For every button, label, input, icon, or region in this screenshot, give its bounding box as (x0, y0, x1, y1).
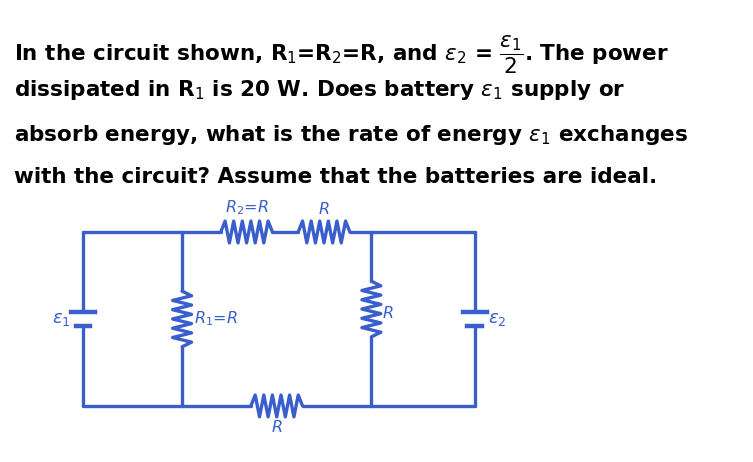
Text: R: R (271, 420, 282, 435)
Text: absorb energy, what is the rate of energy $\varepsilon_1$ exchanges: absorb energy, what is the rate of energ… (14, 122, 688, 146)
Text: $\varepsilon_2$: $\varepsilon_2$ (487, 310, 506, 328)
Text: R: R (319, 202, 330, 217)
Text: R: R (383, 306, 394, 322)
Text: with the circuit? Assume that the batteries are ideal.: with the circuit? Assume that the batter… (14, 167, 657, 188)
Text: R$_2$=R: R$_2$=R (224, 198, 269, 217)
Text: dissipated in R$_1$ is 20 W. Does battery $\varepsilon_1$ supply or: dissipated in R$_1$ is 20 W. Does batter… (14, 78, 626, 102)
Text: In the circuit shown, R$_1$=R$_2$=R, and $\varepsilon_2$ = $\dfrac{\varepsilon_1: In the circuit shown, R$_1$=R$_2$=R, and… (14, 33, 669, 75)
Text: R$_1$=R: R$_1$=R (194, 310, 238, 328)
Text: $\varepsilon_1$: $\varepsilon_1$ (52, 310, 70, 328)
